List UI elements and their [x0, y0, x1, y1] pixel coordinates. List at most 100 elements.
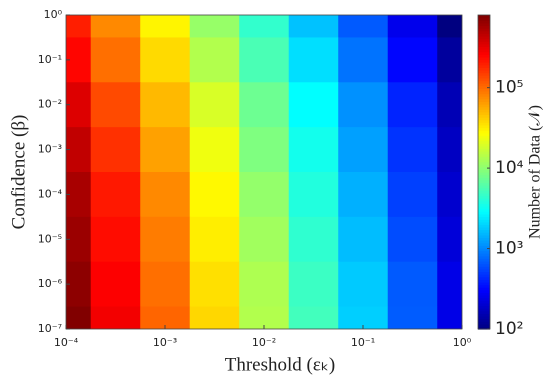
colorbar-swatch — [478, 161, 490, 165]
colorbar-swatch — [478, 77, 490, 82]
heatmap-cell — [387, 127, 438, 173]
heatmap — [66, 15, 462, 329]
colorbar-swatch — [478, 206, 490, 210]
colorbar-swatch — [478, 250, 490, 254]
heatmap-cell — [288, 306, 339, 329]
colorbar-swatch — [478, 67, 490, 71]
heatmap-cell — [140, 172, 191, 218]
heatmap-cell — [189, 15, 240, 38]
colorbar-swatch — [478, 240, 490, 244]
heatmap-cell — [189, 261, 240, 308]
heatmap-cell — [387, 37, 438, 83]
y-tick-label: 10⁰ — [44, 8, 63, 21]
colorbar-swatch — [478, 242, 490, 246]
colorbar-swatch — [478, 69, 490, 74]
heatmap-cell — [387, 82, 438, 128]
heatmap-cell — [437, 127, 462, 173]
colorbar-tick-label: 10⁵ — [495, 78, 523, 98]
colorbar-swatch — [478, 195, 490, 199]
colorbar-swatch — [478, 25, 490, 29]
colorbar-swatch — [478, 98, 490, 102]
colorbar-swatch — [478, 59, 490, 63]
heatmap-cell — [338, 15, 389, 38]
colorbar-swatch — [478, 93, 490, 97]
colorbar-swatch — [478, 17, 490, 21]
colorbar-swatch — [478, 96, 490, 100]
colorbar-swatch — [478, 187, 490, 191]
colorbar-swatch — [478, 119, 490, 123]
heatmap-cell — [387, 216, 438, 263]
colorbar-swatch — [478, 192, 490, 197]
heatmap-cell — [90, 261, 141, 308]
colorbar-swatch — [478, 106, 490, 110]
colorbar-swatch — [478, 200, 490, 204]
heatmap-cell — [66, 82, 92, 128]
heatmap-cell — [239, 127, 290, 173]
colorbar-swatch — [478, 85, 490, 89]
colorbar-swatch — [478, 279, 490, 283]
colorbar-swatch — [478, 198, 490, 202]
colorbar-swatch — [478, 276, 490, 280]
heatmap-cell — [189, 37, 240, 83]
colorbar-swatch — [478, 49, 490, 53]
colorbar-swatch — [478, 143, 490, 147]
colorbar-swatch — [478, 302, 490, 307]
heatmap-cell — [288, 37, 339, 83]
colorbar-swatch — [478, 294, 490, 299]
colorbar-swatch — [478, 297, 490, 301]
heatmap-cell — [66, 172, 92, 218]
heatmap-cell — [338, 82, 389, 128]
colorbar-swatch — [478, 28, 490, 32]
colorbar-swatch — [478, 38, 490, 42]
colorbar-swatch — [478, 185, 490, 189]
heatmap-cell — [189, 306, 240, 329]
colorbar-swatch — [478, 30, 490, 34]
colorbar-swatch — [478, 164, 490, 168]
heatmap-cell — [239, 261, 290, 308]
colorbar-swatch — [478, 46, 490, 50]
colorbar-swatch — [478, 88, 490, 92]
colorbar-swatch — [478, 271, 490, 275]
heatmap-cell — [437, 261, 462, 308]
colorbar-swatch — [478, 156, 490, 160]
colorbar-swatch — [478, 56, 490, 61]
colorbar-swatch — [478, 326, 490, 330]
heatmap-cell — [437, 306, 462, 329]
heatmap-cell — [90, 82, 141, 128]
heatmap-cell — [338, 216, 389, 263]
heatmap-cell — [66, 261, 92, 308]
x-axis-label: Threshold (εₖ) — [225, 354, 336, 375]
x-tick-label: 10⁻¹ — [351, 336, 375, 349]
colorbar-swatch — [478, 101, 490, 105]
colorbar-swatch — [478, 203, 490, 207]
heatmap-cell — [90, 172, 141, 218]
heatmap-cell — [66, 15, 92, 38]
colorbar-swatch — [478, 216, 490, 220]
heatmap-cell — [338, 127, 389, 173]
heatmap-cell — [437, 37, 462, 83]
colorbar-swatch — [478, 211, 490, 215]
colorbar-swatch — [478, 208, 490, 212]
colorbar-swatch — [478, 268, 490, 273]
colorbar-swatch — [478, 117, 490, 121]
heatmap-cell — [288, 172, 339, 218]
heatmap-cell — [239, 82, 290, 128]
colorbar-label: Number of Data (𝒩) — [527, 105, 544, 239]
colorbar-swatch — [478, 130, 490, 134]
y-tick-label: 10⁻⁴ — [38, 187, 63, 200]
heatmap-cell — [437, 172, 462, 218]
heatmap-cell — [387, 172, 438, 218]
colorbar-swatch — [478, 111, 490, 116]
colorbar-swatch — [478, 72, 490, 76]
colorbar-swatch — [478, 140, 490, 144]
y-tick-label: 10⁻⁵ — [38, 232, 62, 245]
heatmap-cell — [189, 172, 240, 218]
colorbar-swatch — [478, 172, 490, 176]
colorbar-swatch — [478, 321, 490, 325]
heatmap-cell — [288, 127, 339, 173]
heatmap-cell — [90, 15, 141, 38]
x-tick-label: 10⁻⁴ — [54, 336, 79, 349]
colorbar-swatch — [478, 20, 490, 24]
colorbar-swatch — [478, 300, 490, 304]
